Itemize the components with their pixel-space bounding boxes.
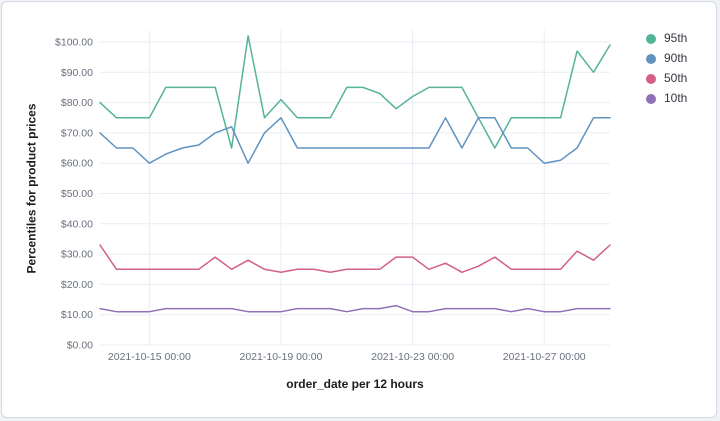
x-axis-tick-label: 2021-10-19 00:00 bbox=[240, 351, 323, 363]
series-line-90th bbox=[99, 117, 611, 164]
legend-label-95th: 95th bbox=[664, 31, 688, 45]
y-axis-tick-label: $80.00 bbox=[61, 97, 93, 109]
y-axis-tick-label: $50.00 bbox=[61, 188, 93, 200]
x-axis-tick-label: 2021-10-23 00:00 bbox=[371, 351, 454, 363]
legend-item-95th[interactable]: 95th bbox=[646, 32, 687, 45]
x-axis-tick-label: 2021-10-15 00:00 bbox=[108, 351, 191, 363]
chart-legend: 95th 90th 50th 10th bbox=[646, 32, 687, 105]
y-axis-tick-label: $0.00 bbox=[67, 340, 93, 352]
y-axis-tick-label: $60.00 bbox=[61, 158, 93, 170]
legend-item-10th[interactable]: 10th bbox=[646, 92, 687, 105]
y-axis-tick-label: $90.00 bbox=[61, 67, 93, 79]
x-axis-tick-label: 2021-10-27 00:00 bbox=[503, 351, 586, 363]
y-axis-title: Percentiles for product prices bbox=[24, 103, 39, 274]
legend-label-10th: 10th bbox=[664, 91, 688, 105]
legend-dot-95th-icon bbox=[646, 33, 656, 44]
series-line-10th bbox=[99, 304, 611, 313]
legend-dot-90th-icon bbox=[646, 53, 656, 64]
y-axis-tick-label: $30.00 bbox=[61, 249, 93, 261]
y-axis-tick-label: $70.00 bbox=[61, 127, 93, 139]
y-axis-tick-label: $100.00 bbox=[55, 37, 93, 49]
y-axis-tick-label: $10.00 bbox=[61, 309, 93, 321]
legend-dot-10th-icon bbox=[646, 93, 656, 104]
legend-label-50th: 50th bbox=[664, 71, 688, 85]
legend-dot-50th-icon bbox=[646, 73, 656, 84]
legend-item-90th[interactable]: 90th bbox=[646, 52, 687, 65]
series-line-50th bbox=[99, 244, 611, 274]
legend-item-50th[interactable]: 50th bbox=[646, 72, 687, 85]
legend-label-90th: 90th bbox=[664, 51, 688, 65]
x-axis-title: order_date per 12 hours bbox=[286, 377, 424, 391]
series-line-95th bbox=[99, 35, 611, 149]
y-axis-tick-label: $40.00 bbox=[61, 218, 93, 230]
y-axis-tick-label: $20.00 bbox=[61, 279, 93, 291]
